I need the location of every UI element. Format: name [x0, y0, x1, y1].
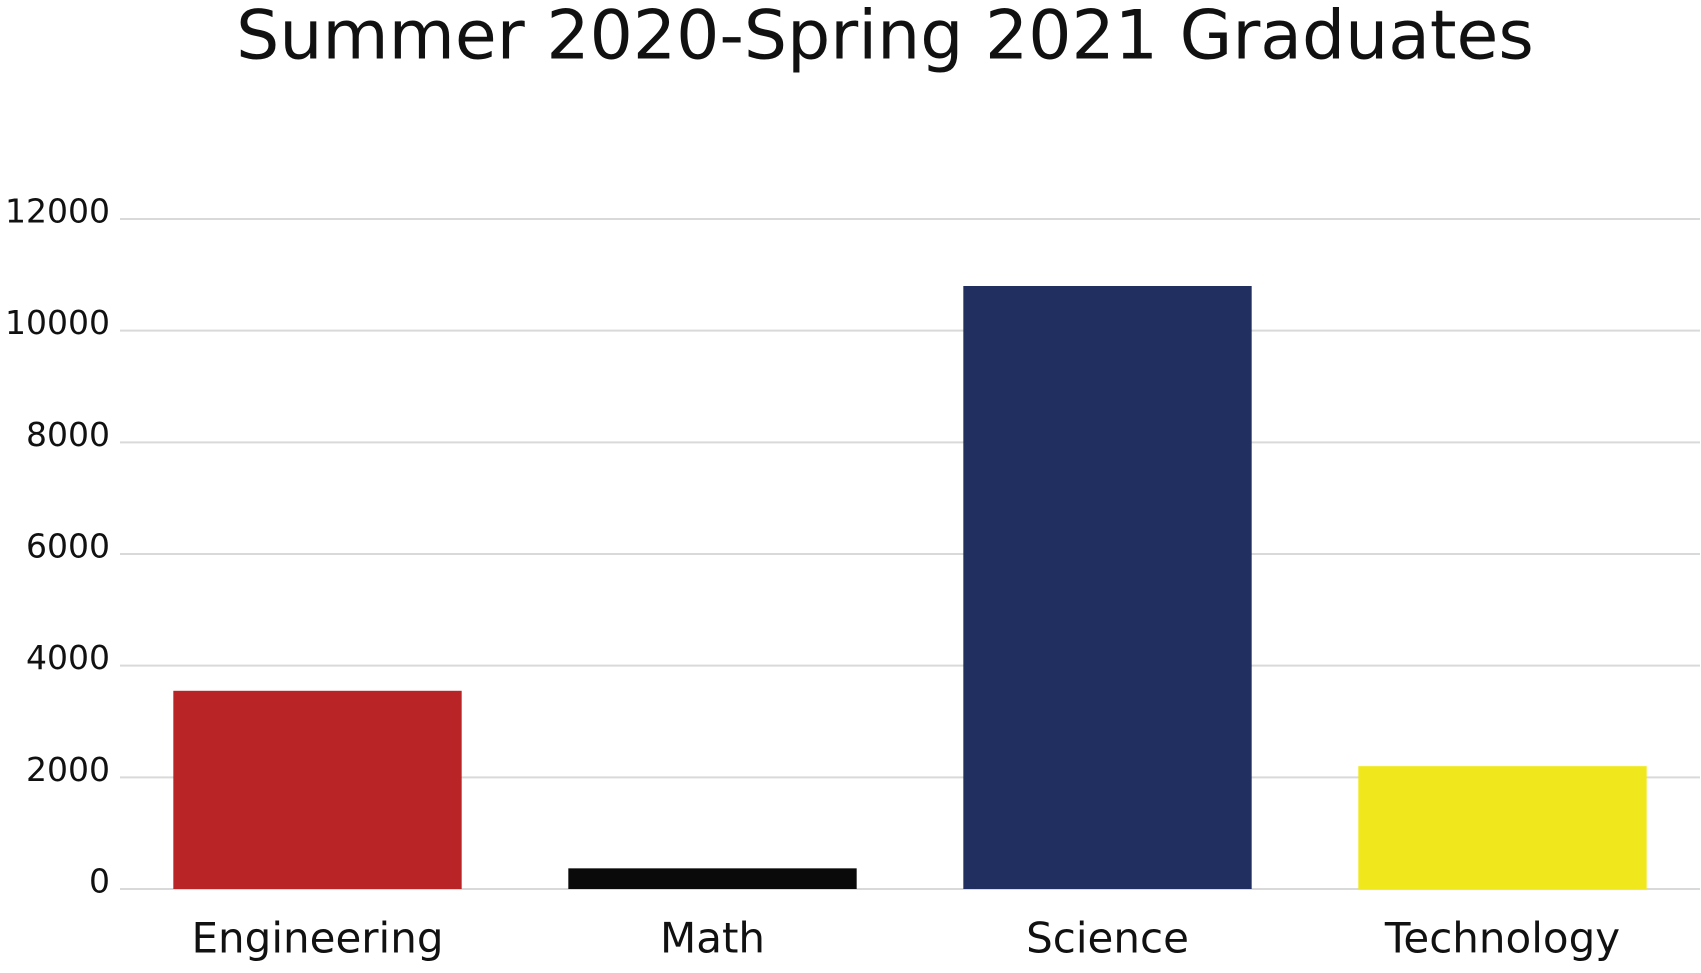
x-tick-label: Science [1026, 914, 1189, 963]
bar [173, 690, 462, 889]
x-tick-label: Math [660, 914, 765, 963]
y-tick-label: 4000 [26, 638, 110, 677]
y-tick-label: 12000 [5, 192, 110, 231]
chart-title: Summer 2020-Spring 2021 Graduates [236, 0, 1534, 76]
x-tick-label: Technology [1384, 914, 1620, 963]
y-tick-label: 10000 [5, 303, 110, 342]
y-tick-label: 0 [89, 862, 110, 901]
y-tick-label: 6000 [26, 527, 110, 566]
y-tick-label: 8000 [26, 415, 110, 454]
bar [1358, 766, 1647, 889]
bar [568, 868, 857, 889]
x-tick-label: Engineering [192, 914, 444, 963]
bar [963, 286, 1252, 889]
y-tick-label: 2000 [26, 750, 110, 789]
